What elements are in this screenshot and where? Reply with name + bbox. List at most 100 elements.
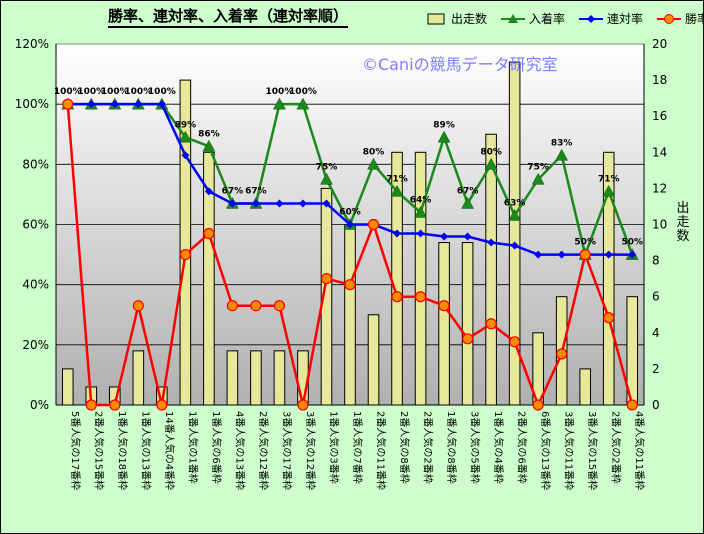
y-right-tick-label: 6 — [652, 290, 660, 304]
data-label: 67% — [222, 186, 244, 196]
bar-starts — [226, 350, 239, 406]
x-category-label: 1番人気の18番枠 — [116, 411, 129, 490]
point-win-rate — [203, 227, 215, 240]
y-left-tick-label: 100% — [15, 97, 49, 111]
point-win-rate — [509, 336, 521, 348]
x-category-label: 2番人気の6番枠 — [516, 411, 529, 484]
bar-starts — [367, 314, 380, 406]
point-quinella-rate — [157, 100, 166, 109]
watermark: ©Caniの競馬データ研究室 — [362, 55, 558, 74]
x-category-label: 2番人気の11番枠 — [375, 411, 388, 490]
legend-circle-swatch — [657, 13, 682, 24]
point-quinella-rate — [393, 229, 402, 238]
x-category-label: 2番人気の15番枠 — [92, 411, 105, 490]
x-category-label: 3番人気の11番枠 — [563, 411, 576, 490]
point-win-rate — [438, 300, 450, 312]
point-place-rate — [367, 157, 380, 170]
data-label: 100% — [148, 87, 176, 97]
x-category-label: 1番人気の1番枠 — [186, 411, 199, 484]
point-win-rate — [179, 248, 191, 261]
point-place-rate — [296, 97, 310, 110]
point-place-rate — [273, 97, 286, 110]
point-quinella-rate — [298, 199, 307, 208]
x-category-label: 2番人気の2番枠 — [610, 411, 623, 484]
bar-starts — [461, 242, 474, 406]
point-win-rate — [109, 399, 121, 411]
x-category-label: 4番人気の13番枠 — [233, 411, 246, 490]
point-quinella-rate — [134, 100, 143, 109]
point-quinella-rate — [416, 229, 425, 238]
point-win-rate — [391, 291, 403, 303]
point-quinella-rate — [487, 238, 496, 247]
x-category-label: 3番人気の12番枠 — [304, 411, 317, 490]
point-quinella-rate — [510, 241, 519, 250]
y-right-tick-label: 18 — [652, 73, 667, 87]
data-label: 100% — [289, 87, 317, 97]
x-category-label: 3番人気の5番枠 — [469, 411, 482, 484]
point-quinella-rate — [228, 199, 237, 208]
data-label: 89% — [433, 120, 455, 130]
y-axis-right-title: 出走数 — [676, 201, 690, 244]
point-win-rate — [273, 300, 286, 312]
legend-item-quinella-rate: 連対率 — [579, 10, 643, 27]
data-label: 89% — [175, 120, 197, 130]
point-place-rate — [320, 172, 333, 185]
point-place-rate — [602, 184, 616, 197]
data-label: 75% — [527, 162, 549, 172]
legend: 出走数 入着率 連対率 勝率 — [425, 10, 704, 27]
data-label: 100% — [77, 87, 105, 97]
legend-item-place-rate: 入着率 — [501, 10, 565, 27]
x-category-label: 3番人気の15番枠 — [586, 411, 599, 490]
legend-label-win-rate: 勝率 — [685, 12, 704, 26]
data-label: 80% — [480, 147, 502, 157]
bar-starts — [344, 224, 356, 406]
x-category-label: 1番人気の6番枠 — [210, 411, 223, 484]
data-label: 100% — [124, 87, 152, 97]
point-quinella-rate — [110, 100, 119, 109]
point-place-rate — [414, 205, 427, 218]
chart-title: 勝率、連対率、入着率（連対率順） — [108, 6, 349, 28]
point-win-rate — [485, 318, 497, 330]
point-place-rate — [555, 148, 569, 161]
bar-starts — [250, 350, 262, 406]
y-right-tick-label: 8 — [652, 254, 660, 268]
data-label: 50% — [574, 238, 596, 248]
bar-starts — [579, 368, 591, 406]
x-category-label: 14番人気の4番枠 — [163, 411, 176, 490]
x-category-label: 1番人気の3番枠 — [327, 411, 340, 484]
point-win-rate — [250, 300, 262, 312]
data-label: 100% — [266, 87, 294, 97]
y-right-tick-label: 14 — [652, 145, 667, 159]
x-category-label: 4番人気の11番枠 — [633, 411, 646, 490]
bar-starts — [273, 350, 286, 406]
point-win-rate — [132, 300, 144, 312]
point-place-rate — [508, 208, 522, 221]
data-label: 71% — [386, 174, 408, 184]
data-label: 75% — [316, 162, 338, 172]
data-label: 71% — [598, 174, 620, 184]
data-label: 100% — [101, 87, 129, 97]
y-right-tick-label: 20 — [652, 37, 667, 51]
legend-label-place-rate: 入着率 — [529, 12, 566, 26]
data-label: 63% — [504, 198, 526, 208]
y-left-tick-label: 0% — [30, 398, 49, 412]
y-right-tick-label: 16 — [652, 109, 667, 123]
legend-diamond-swatch — [579, 14, 604, 23]
point-win-rate — [156, 399, 168, 411]
data-label: 86% — [198, 129, 220, 139]
point-place-rate — [461, 196, 475, 209]
point-win-rate — [367, 218, 380, 231]
point-win-rate — [603, 312, 615, 324]
x-category-label: 2番人気の2番枠 — [422, 411, 435, 484]
point-win-rate — [297, 399, 309, 411]
data-label: 50% — [621, 238, 643, 248]
data-label: 67% — [245, 186, 267, 196]
point-win-rate — [344, 279, 356, 291]
y-right-tick-label: 4 — [652, 326, 660, 340]
point-place-rate — [178, 130, 192, 143]
x-category-label: 2番人気の12番枠 — [257, 411, 270, 490]
point-quinella-rate — [463, 232, 472, 241]
legend-triangle-swatch — [501, 13, 526, 23]
point-quinella-rate — [604, 250, 613, 259]
